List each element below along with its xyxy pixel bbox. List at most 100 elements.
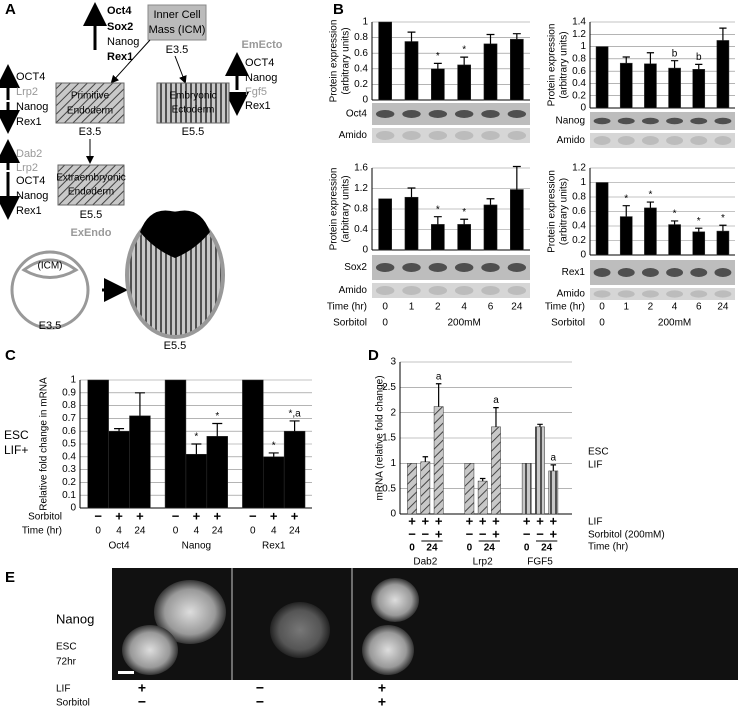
bar bbox=[491, 426, 501, 515]
sign: − bbox=[138, 694, 146, 710]
significance-label: * bbox=[673, 209, 677, 220]
band bbox=[454, 110, 474, 118]
error-bar bbox=[407, 31, 416, 42]
sign: + bbox=[435, 513, 443, 528]
x-tick-label: 4 bbox=[672, 302, 678, 313]
ee-box bbox=[156, 82, 230, 124]
y-tick-label: 1 bbox=[580, 41, 586, 52]
error-bar bbox=[646, 201, 655, 208]
box-label: Mass (ICM) bbox=[149, 24, 206, 36]
significance-label: * bbox=[648, 190, 652, 201]
y-tick-label: 0.5 bbox=[382, 483, 396, 494]
sorbitol-level: 200mM bbox=[658, 318, 691, 329]
panel-label: D bbox=[368, 347, 379, 364]
blot-label: Nanog bbox=[556, 116, 585, 127]
bar bbox=[595, 182, 609, 256]
band bbox=[666, 117, 684, 125]
blot bbox=[590, 112, 735, 130]
band bbox=[454, 286, 474, 295]
marker: OCT4 bbox=[16, 71, 45, 83]
bar bbox=[521, 463, 532, 515]
blot bbox=[372, 103, 530, 125]
significance-label: b bbox=[672, 48, 678, 59]
error-bar bbox=[460, 56, 469, 65]
band bbox=[641, 290, 659, 298]
box-label: Ectoderm bbox=[172, 105, 215, 116]
group-label: FGF5 bbox=[527, 557, 553, 568]
blastocyst bbox=[10, 250, 90, 330]
bar bbox=[87, 379, 109, 509]
x-tick-label: 6 bbox=[488, 302, 494, 313]
significance-label: * bbox=[436, 204, 440, 215]
row-label: Time (hr) bbox=[588, 542, 628, 553]
band bbox=[481, 263, 500, 272]
bar bbox=[483, 43, 498, 101]
bar bbox=[619, 216, 633, 256]
bar bbox=[668, 67, 681, 109]
band bbox=[481, 286, 500, 295]
icm-box bbox=[147, 4, 207, 41]
sorbitol-level: 0 bbox=[382, 318, 388, 329]
x-tick-label: 0 bbox=[599, 302, 605, 313]
bar bbox=[242, 379, 264, 509]
blot-label: Amido bbox=[557, 135, 586, 146]
error-bar bbox=[486, 33, 495, 44]
row-label: LIF bbox=[56, 684, 70, 695]
bar bbox=[185, 453, 208, 509]
bar bbox=[431, 224, 445, 251]
x-tick-label: 4 bbox=[116, 526, 122, 537]
error-bar bbox=[512, 165, 521, 190]
box-label: Endoderm bbox=[67, 106, 113, 117]
y-axis-label: (arbitrary units) bbox=[341, 27, 352, 94]
y-tick-label: 0.7 bbox=[62, 413, 76, 424]
significance-label: *,a bbox=[288, 409, 301, 420]
bar bbox=[716, 230, 730, 256]
condition: ESC bbox=[4, 428, 29, 442]
band bbox=[507, 131, 527, 140]
error-bar bbox=[435, 383, 442, 407]
sign: − bbox=[256, 680, 264, 696]
band bbox=[617, 136, 635, 145]
condition: LIF+ bbox=[4, 443, 28, 457]
group-label: Dab2 bbox=[413, 557, 437, 568]
band bbox=[690, 117, 708, 125]
y-tick-label: 1.2 bbox=[572, 163, 586, 174]
colony bbox=[154, 580, 226, 644]
y-tick-label: 0.4 bbox=[572, 78, 586, 89]
error-bar bbox=[114, 428, 125, 432]
bar bbox=[483, 204, 498, 251]
bar bbox=[548, 470, 559, 515]
sign: + bbox=[408, 513, 416, 528]
diagram: Oct4 Sox2 Nanog Rex1 Inner Cell Mass (IC… bbox=[0, 2, 283, 352]
sign: + bbox=[479, 513, 487, 528]
x-tick-label: 24 bbox=[511, 302, 523, 313]
band bbox=[428, 263, 448, 272]
band bbox=[690, 290, 708, 298]
row-label: Sorbitol (200mM) bbox=[588, 530, 665, 541]
row-label: Sorbitol bbox=[28, 512, 62, 523]
marker: Rex1 bbox=[107, 51, 133, 63]
band bbox=[666, 268, 684, 277]
sign: + bbox=[492, 526, 500, 541]
bar bbox=[404, 41, 419, 101]
marker: Rex1 bbox=[16, 116, 42, 128]
sorbitol-level: 200mM bbox=[447, 318, 480, 329]
y-tick-label: 0.1 bbox=[62, 490, 76, 501]
bar bbox=[164, 379, 187, 509]
sign: + bbox=[435, 526, 443, 541]
y-tick-label: 0.6 bbox=[572, 206, 586, 217]
y-tick-label: 1.2 bbox=[572, 29, 586, 40]
significance-label: * bbox=[194, 432, 198, 443]
y-tick-label: 0.8 bbox=[354, 204, 368, 215]
y-tick-label: 0.8 bbox=[62, 400, 76, 411]
y-axis-label: Protein expression bbox=[329, 168, 340, 251]
y-tick-label: 0.2 bbox=[354, 79, 368, 90]
box-label: Primitive bbox=[71, 91, 110, 102]
y-tick-label: 0 bbox=[580, 103, 586, 114]
y-tick-label: 0.6 bbox=[354, 48, 368, 59]
error-bar bbox=[212, 422, 223, 437]
sign: + bbox=[422, 513, 430, 528]
bar bbox=[378, 21, 393, 101]
band bbox=[714, 136, 732, 145]
significance-label: * bbox=[624, 193, 628, 204]
